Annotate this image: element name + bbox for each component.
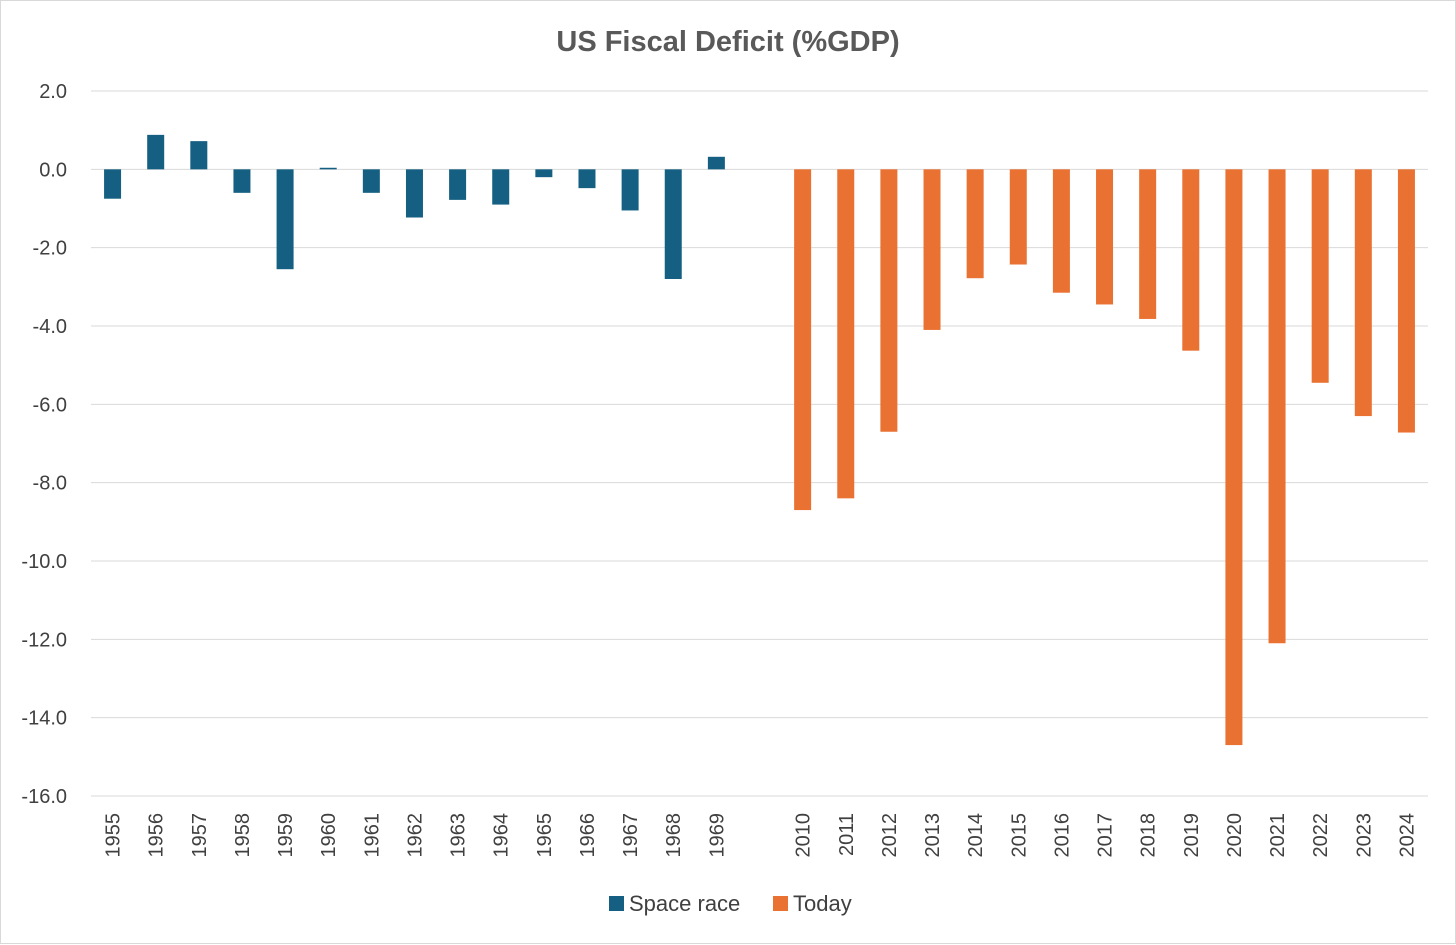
legend-label-today: Today: [793, 891, 852, 916]
y-tick-label: -2.0: [33, 238, 67, 260]
bar-space-race-1957: [190, 141, 208, 170]
x-tick-label: 1965: [534, 813, 556, 858]
x-tick-label: 1966: [577, 813, 599, 858]
y-tick-label: -10.0: [21, 551, 67, 573]
bar-today-2018: [1139, 169, 1157, 319]
bar-today-2014: [966, 169, 984, 279]
x-tick-label: 1964: [491, 813, 513, 858]
gridlines: [91, 90, 1428, 797]
y-axis-ticks: 2.0 0.0 -2.0 -4.0 -6.0 -8.0 -10.0 -12.0 -14.0 -16…: [21, 81, 67, 808]
y-tick-label: 0.0: [39, 159, 67, 181]
x-tick-label: 1955: [103, 813, 125, 858]
bar-today-2012: [880, 169, 898, 432]
x-tick-label: 1958: [232, 813, 254, 858]
x-tick-label: 1967: [620, 813, 642, 858]
x-tick-label: 1963: [448, 813, 470, 858]
x-tick-label: 2020: [1224, 813, 1246, 858]
bar-today-2016: [1052, 169, 1070, 293]
bar-today-2019: [1182, 169, 1200, 351]
x-tick-label: 2019: [1181, 813, 1203, 858]
bar-today-2024: [1397, 169, 1415, 433]
bar-space-race-1965: [535, 169, 553, 178]
x-tick-label: 1957: [189, 813, 211, 858]
x-tick-label: 2012: [879, 813, 901, 858]
y-tick-label: -6.0: [33, 394, 67, 416]
bar-space-race-1956: [147, 134, 165, 170]
x-tick-label: 2017: [1095, 813, 1117, 858]
legend-swatch-space-race: [609, 896, 624, 911]
y-tick-label: -16.0: [21, 786, 67, 808]
bar-today-2015: [1009, 169, 1027, 265]
bar-space-race-1969: [707, 156, 725, 170]
legend-label-space-race: Space race: [629, 891, 740, 916]
y-tick-label: -12.0: [21, 629, 67, 651]
bar-today-2017: [1096, 169, 1114, 305]
x-tick-label: 2011: [836, 813, 858, 856]
x-tick-label: 1959: [275, 813, 297, 858]
x-tick-label: 2015: [1008, 813, 1030, 858]
chart-title: US Fiscal Deficit (%GDP): [556, 26, 899, 58]
y-tick-label: -8.0: [33, 473, 67, 495]
bar-space-race-1966: [578, 169, 596, 189]
bar-today-2023: [1354, 169, 1372, 417]
bar-space-race-1958: [233, 169, 251, 193]
x-tick-label: 1969: [706, 813, 728, 858]
bar-space-race-1961: [362, 169, 380, 193]
legend-swatch-today: [773, 896, 788, 911]
bar-space-race-1963: [449, 169, 467, 200]
x-tick-label: 1956: [146, 813, 168, 858]
bar-space-race-1962: [405, 169, 423, 218]
bar-today-2021: [1268, 169, 1286, 644]
x-tick-label: 1961: [361, 813, 383, 858]
x-tick-label: 2023: [1353, 813, 1375, 858]
x-tick-label: 2014: [965, 813, 987, 858]
bar-today-2022: [1311, 169, 1329, 383]
y-tick-label: -4.0: [33, 316, 67, 338]
legend: Space race Today: [609, 891, 852, 916]
bar-today-2013: [923, 169, 941, 330]
y-tick-label: 2.0: [39, 81, 67, 103]
bar-today-2010: [794, 169, 812, 511]
bar-today-2011: [837, 169, 855, 499]
bar-today-2020: [1225, 169, 1243, 746]
x-tick-label: 2018: [1138, 813, 1160, 858]
bars: [104, 134, 1415, 746]
x-tick-label: 1962: [404, 813, 426, 858]
x-tick-label: 2024: [1396, 813, 1418, 858]
x-tick-label: 1960: [318, 813, 340, 858]
x-tick-label: 2010: [793, 813, 815, 858]
x-tick-label: 2016: [1051, 813, 1073, 858]
bar-space-race-1959: [276, 169, 294, 270]
bar-space-race-1967: [621, 169, 639, 211]
x-tick-label: 2013: [922, 813, 944, 858]
bar-space-race-1955: [104, 169, 122, 199]
x-tick-label: 1968: [663, 813, 685, 858]
bar-space-race-1964: [492, 169, 510, 205]
bar-space-race-1968: [664, 169, 682, 279]
x-axis-ticks: 1955 1956 1957 1958 1959 1960 1961 1962 1963 1964…: [103, 813, 1419, 858]
x-tick-label: 2022: [1310, 813, 1332, 858]
y-tick-label: -14.0: [21, 708, 67, 730]
x-tick-label: 2021: [1267, 813, 1289, 858]
bar-space-race-1960: [319, 167, 337, 170]
